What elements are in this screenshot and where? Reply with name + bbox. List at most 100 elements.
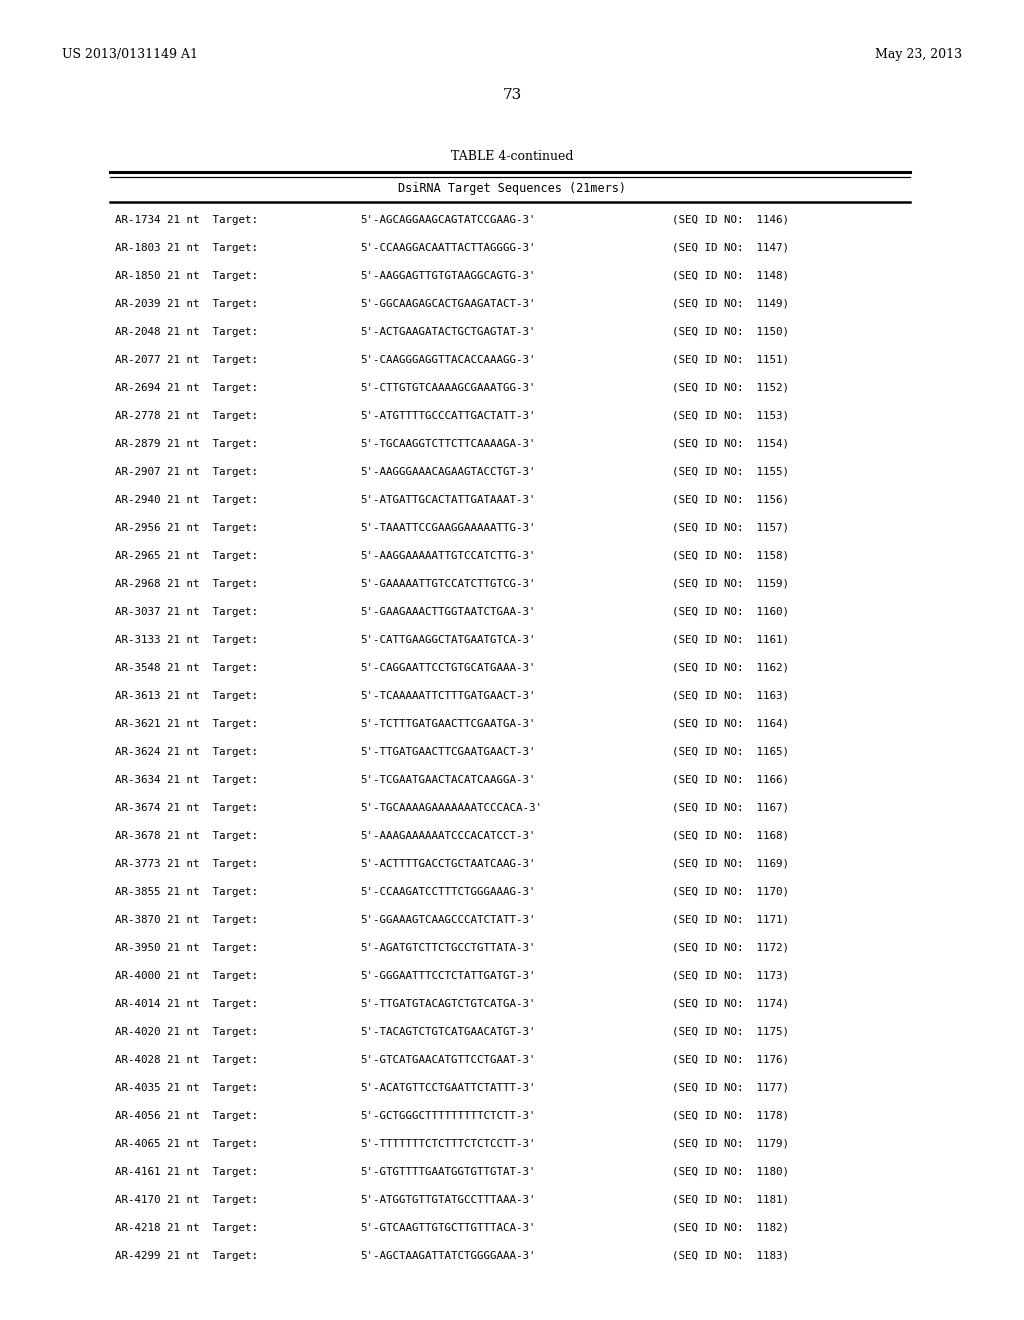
Text: (SEQ ID NO:  1160): (SEQ ID NO: 1160) [672, 607, 790, 616]
Text: AR-2956 21 nt  Target:: AR-2956 21 nt Target: [115, 523, 258, 533]
Text: AR-2940 21 nt  Target:: AR-2940 21 nt Target: [115, 495, 258, 506]
Text: 5'-CATTGAAGGCTATGAATGTCA-3': 5'-CATTGAAGGCTATGAATGTCA-3' [360, 635, 536, 645]
Text: AR-3855 21 nt  Target:: AR-3855 21 nt Target: [115, 887, 258, 898]
Text: AR-2048 21 nt  Target:: AR-2048 21 nt Target: [115, 327, 258, 337]
Text: (SEQ ID NO:  1161): (SEQ ID NO: 1161) [672, 635, 790, 645]
Text: AR-4056 21 nt  Target:: AR-4056 21 nt Target: [115, 1111, 258, 1121]
Text: AR-4028 21 nt  Target:: AR-4028 21 nt Target: [115, 1055, 258, 1065]
Text: 5'-TACAGTCTGTCATGAACATGT-3': 5'-TACAGTCTGTCATGAACATGT-3' [360, 1027, 536, 1038]
Text: DsiRNA Target Sequences (21mers): DsiRNA Target Sequences (21mers) [398, 182, 626, 195]
Text: (SEQ ID NO:  1156): (SEQ ID NO: 1156) [672, 495, 790, 506]
Text: (SEQ ID NO:  1178): (SEQ ID NO: 1178) [672, 1111, 790, 1121]
Text: (SEQ ID NO:  1174): (SEQ ID NO: 1174) [672, 999, 790, 1008]
Text: (SEQ ID NO:  1153): (SEQ ID NO: 1153) [672, 411, 790, 421]
Text: (SEQ ID NO:  1179): (SEQ ID NO: 1179) [672, 1139, 790, 1148]
Text: 5'-GTGTTTTGAATGGTGTTGTAT-3': 5'-GTGTTTTGAATGGTGTTGTAT-3' [360, 1167, 536, 1177]
Text: (SEQ ID NO:  1168): (SEQ ID NO: 1168) [672, 832, 790, 841]
Text: (SEQ ID NO:  1165): (SEQ ID NO: 1165) [672, 747, 790, 756]
Text: AR-3674 21 nt  Target:: AR-3674 21 nt Target: [115, 803, 258, 813]
Text: 5'-TGCAAGGTCTTCTTCAAAAGA-3': 5'-TGCAAGGTCTTCTTCAAAAGA-3' [360, 440, 536, 449]
Text: AR-3950 21 nt  Target:: AR-3950 21 nt Target: [115, 942, 258, 953]
Text: 5'-TCTTTGATGAACTTCGAATGA-3': 5'-TCTTTGATGAACTTCGAATGA-3' [360, 719, 536, 729]
Text: AR-3678 21 nt  Target:: AR-3678 21 nt Target: [115, 832, 258, 841]
Text: AR-2039 21 nt  Target:: AR-2039 21 nt Target: [115, 300, 258, 309]
Text: (SEQ ID NO:  1172): (SEQ ID NO: 1172) [672, 942, 790, 953]
Text: (SEQ ID NO:  1167): (SEQ ID NO: 1167) [672, 803, 790, 813]
Text: AR-2778 21 nt  Target:: AR-2778 21 nt Target: [115, 411, 258, 421]
Text: (SEQ ID NO:  1158): (SEQ ID NO: 1158) [672, 550, 790, 561]
Text: (SEQ ID NO:  1149): (SEQ ID NO: 1149) [672, 300, 790, 309]
Text: (SEQ ID NO:  1157): (SEQ ID NO: 1157) [672, 523, 790, 533]
Text: (SEQ ID NO:  1163): (SEQ ID NO: 1163) [672, 690, 790, 701]
Text: AR-4170 21 nt  Target:: AR-4170 21 nt Target: [115, 1195, 258, 1205]
Text: 5'-TGCAAAAGAAAAAAATCCCACA-3': 5'-TGCAAAAGAAAAAAATCCCACA-3' [360, 803, 542, 813]
Text: AR-3634 21 nt  Target:: AR-3634 21 nt Target: [115, 775, 258, 785]
Text: AR-4000 21 nt  Target:: AR-4000 21 nt Target: [115, 972, 258, 981]
Text: AR-3613 21 nt  Target:: AR-3613 21 nt Target: [115, 690, 258, 701]
Text: 5'-CTTGTGTCAAAAGCGAAATGG-3': 5'-CTTGTGTCAAAAGCGAAATGG-3' [360, 383, 536, 393]
Text: 5'-TCGAATGAACTACATCAAGGA-3': 5'-TCGAATGAACTACATCAAGGA-3' [360, 775, 536, 785]
Text: 5'-ATGGTGTTGTATGCCTTTAAA-3': 5'-ATGGTGTTGTATGCCTTTAAA-3' [360, 1195, 536, 1205]
Text: TABLE 4-continued: TABLE 4-continued [451, 150, 573, 162]
Text: 5'-AAGGAGTTGTGTAAGGCAGTG-3': 5'-AAGGAGTTGTGTAAGGCAGTG-3' [360, 271, 536, 281]
Text: 5'-GTCAAGTTGTGCTTGTTTACA-3': 5'-GTCAAGTTGTGCTTGTTTACA-3' [360, 1224, 536, 1233]
Text: (SEQ ID NO:  1182): (SEQ ID NO: 1182) [672, 1224, 790, 1233]
Text: 5'-GTCATGAACATGTTCCTGAAT-3': 5'-GTCATGAACATGTTCCTGAAT-3' [360, 1055, 536, 1065]
Text: 5'-GGGAATTTCCTCTATTGATGT-3': 5'-GGGAATTTCCTCTATTGATGT-3' [360, 972, 536, 981]
Text: (SEQ ID NO:  1148): (SEQ ID NO: 1148) [672, 271, 790, 281]
Text: (SEQ ID NO:  1147): (SEQ ID NO: 1147) [672, 243, 790, 253]
Text: (SEQ ID NO:  1169): (SEQ ID NO: 1169) [672, 859, 790, 869]
Text: 5'-CCAAGGACAATTACTTAGGGG-3': 5'-CCAAGGACAATTACTTAGGGG-3' [360, 243, 536, 253]
Text: AR-2077 21 nt  Target:: AR-2077 21 nt Target: [115, 355, 258, 366]
Text: AR-4020 21 nt  Target:: AR-4020 21 nt Target: [115, 1027, 258, 1038]
Text: AR-2965 21 nt  Target:: AR-2965 21 nt Target: [115, 550, 258, 561]
Text: (SEQ ID NO:  1162): (SEQ ID NO: 1162) [672, 663, 790, 673]
Text: 5'-CCAAGATCCTTTCTGGGAAAG-3': 5'-CCAAGATCCTTTCTGGGAAAG-3' [360, 887, 536, 898]
Text: AR-4299 21 nt  Target:: AR-4299 21 nt Target: [115, 1251, 258, 1261]
Text: 5'-AAGGAAAAATTGTCCATCTTG-3': 5'-AAGGAAAAATTGTCCATCTTG-3' [360, 550, 536, 561]
Text: (SEQ ID NO:  1151): (SEQ ID NO: 1151) [672, 355, 790, 366]
Text: AR-3624 21 nt  Target:: AR-3624 21 nt Target: [115, 747, 258, 756]
Text: AR-4161 21 nt  Target:: AR-4161 21 nt Target: [115, 1167, 258, 1177]
Text: (SEQ ID NO:  1183): (SEQ ID NO: 1183) [672, 1251, 790, 1261]
Text: 5'-TTGATGAACTTCGAATGAACT-3': 5'-TTGATGAACTTCGAATGAACT-3' [360, 747, 536, 756]
Text: AR-4035 21 nt  Target:: AR-4035 21 nt Target: [115, 1082, 258, 1093]
Text: AR-3548 21 nt  Target:: AR-3548 21 nt Target: [115, 663, 258, 673]
Text: 5'-ACATGTTCCTGAATTCTATTT-3': 5'-ACATGTTCCTGAATTCTATTT-3' [360, 1082, 536, 1093]
Text: (SEQ ID NO:  1181): (SEQ ID NO: 1181) [672, 1195, 790, 1205]
Text: AR-1734 21 nt  Target:: AR-1734 21 nt Target: [115, 215, 258, 224]
Text: AR-2694 21 nt  Target:: AR-2694 21 nt Target: [115, 383, 258, 393]
Text: 5'-TAAATTCCGAAGGAAAAATTG-3': 5'-TAAATTCCGAAGGAAAAATTG-3' [360, 523, 536, 533]
Text: (SEQ ID NO:  1150): (SEQ ID NO: 1150) [672, 327, 790, 337]
Text: 5'-TTGATGTACAGTCTGTCATGA-3': 5'-TTGATGTACAGTCTGTCATGA-3' [360, 999, 536, 1008]
Text: 5'-GGCAAGAGCACTGAAGATACT-3': 5'-GGCAAGAGCACTGAAGATACT-3' [360, 300, 536, 309]
Text: 5'-CAAGGGAGGTTACACCAAAGG-3': 5'-CAAGGGAGGTTACACCAAAGG-3' [360, 355, 536, 366]
Text: (SEQ ID NO:  1170): (SEQ ID NO: 1170) [672, 887, 790, 898]
Text: (SEQ ID NO:  1155): (SEQ ID NO: 1155) [672, 467, 790, 477]
Text: AR-4014 21 nt  Target:: AR-4014 21 nt Target: [115, 999, 258, 1008]
Text: AR-3133 21 nt  Target:: AR-3133 21 nt Target: [115, 635, 258, 645]
Text: AR-4065 21 nt  Target:: AR-4065 21 nt Target: [115, 1139, 258, 1148]
Text: (SEQ ID NO:  1176): (SEQ ID NO: 1176) [672, 1055, 790, 1065]
Text: AR-2907 21 nt  Target:: AR-2907 21 nt Target: [115, 467, 258, 477]
Text: AR-1850 21 nt  Target:: AR-1850 21 nt Target: [115, 271, 258, 281]
Text: AR-1803 21 nt  Target:: AR-1803 21 nt Target: [115, 243, 258, 253]
Text: 5'-AGCTAAGATTATCTGGGGAAA-3': 5'-AGCTAAGATTATCTGGGGAAA-3' [360, 1251, 536, 1261]
Text: AR-2968 21 nt  Target:: AR-2968 21 nt Target: [115, 579, 258, 589]
Text: AR-2879 21 nt  Target:: AR-2879 21 nt Target: [115, 440, 258, 449]
Text: AR-3037 21 nt  Target:: AR-3037 21 nt Target: [115, 607, 258, 616]
Text: 73: 73 [503, 88, 521, 102]
Text: 5'-TTTTTTTCTCTTTCTCTCCTT-3': 5'-TTTTTTTCTCTTTCTCTCCTT-3' [360, 1139, 536, 1148]
Text: 5'-AGCAGGAAGCAGTATCCGAAG-3': 5'-AGCAGGAAGCAGTATCCGAAG-3' [360, 215, 536, 224]
Text: (SEQ ID NO:  1180): (SEQ ID NO: 1180) [672, 1167, 790, 1177]
Text: US 2013/0131149 A1: US 2013/0131149 A1 [62, 48, 198, 61]
Text: 5'-GGAAAGTCAAGCCCATCTATT-3': 5'-GGAAAGTCAAGCCCATCTATT-3' [360, 915, 536, 925]
Text: 5'-GAAGAAACTTGGTAATCTGAA-3': 5'-GAAGAAACTTGGTAATCTGAA-3' [360, 607, 536, 616]
Text: (SEQ ID NO:  1164): (SEQ ID NO: 1164) [672, 719, 790, 729]
Text: 5'-ACTTTTGACCTGCTAATCAAG-3': 5'-ACTTTTGACCTGCTAATCAAG-3' [360, 859, 536, 869]
Text: 5'-AAAGAAAAAATCCCACATCCT-3': 5'-AAAGAAAAAATCCCACATCCT-3' [360, 832, 536, 841]
Text: (SEQ ID NO:  1171): (SEQ ID NO: 1171) [672, 915, 790, 925]
Text: AR-3870 21 nt  Target:: AR-3870 21 nt Target: [115, 915, 258, 925]
Text: (SEQ ID NO:  1173): (SEQ ID NO: 1173) [672, 972, 790, 981]
Text: AR-3773 21 nt  Target:: AR-3773 21 nt Target: [115, 859, 258, 869]
